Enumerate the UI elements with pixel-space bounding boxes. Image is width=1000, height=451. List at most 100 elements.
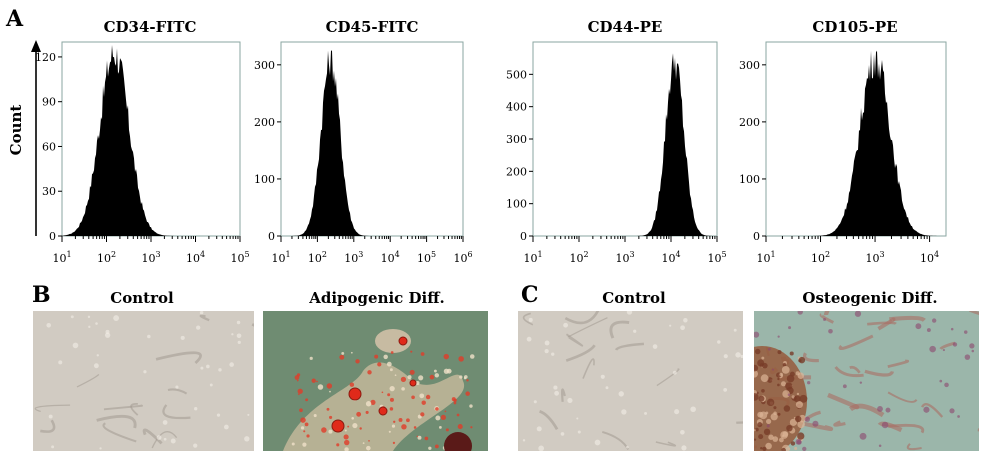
light-speck (218, 368, 222, 372)
nodule-texture (783, 405, 791, 412)
light-speck (87, 315, 91, 319)
nodule-texture (754, 429, 756, 432)
stained-deposit (754, 331, 760, 338)
light-speck (170, 438, 176, 444)
light-speck (735, 352, 741, 358)
lipid-droplet (347, 425, 350, 428)
y-tick-label: 0 (268, 230, 275, 243)
light-speck (533, 400, 537, 404)
lipid-droplet (389, 407, 394, 411)
nodule-texture (794, 446, 798, 450)
stained-deposit (823, 317, 827, 321)
lipid-droplet (469, 404, 473, 408)
lipid-droplet (300, 426, 305, 430)
lipid-droplet (457, 424, 463, 430)
nodule-texture (786, 374, 795, 383)
nodule-texture (781, 434, 785, 438)
cell-outline (103, 404, 143, 411)
lipid-droplet (400, 376, 407, 383)
cell-outline (102, 422, 137, 443)
light-speck (95, 322, 98, 325)
light-speck (175, 385, 179, 389)
nodule-texture (793, 395, 801, 403)
histogram-3: 0 100 200 300 101 102 103 104 (739, 41, 947, 265)
lipid-droplet (297, 388, 303, 394)
lipid-droplet (389, 368, 393, 372)
lipid-droplet (329, 415, 333, 420)
lipid-droplet (469, 354, 475, 359)
nodule-texture (766, 398, 775, 407)
lipid-droplet (344, 447, 349, 451)
stained-deposit (828, 328, 833, 334)
histogram-title-cd44: CD44-PE (587, 18, 663, 36)
light-speck (522, 439, 526, 442)
nodule-texture (760, 446, 763, 450)
lipid-droplet (328, 429, 333, 434)
lipid-droplet (359, 427, 362, 430)
nodule-texture (758, 395, 765, 402)
photo-background (33, 311, 254, 451)
light-speck (206, 364, 210, 369)
histogram-fill (281, 50, 463, 236)
y-tick-label: 30 (42, 185, 56, 198)
light-speck (46, 323, 52, 328)
light-speck (577, 430, 581, 434)
photo-haze (33, 311, 254, 451)
light-speck (536, 426, 542, 432)
lipid-droplet (326, 383, 333, 389)
light-speck (644, 411, 648, 415)
cell-outline (582, 358, 595, 379)
lipid-droplet (409, 369, 415, 375)
lipid-droplet (296, 373, 301, 377)
x-tick-label: 106 (453, 250, 472, 265)
lipid-droplet (300, 417, 306, 423)
photo-title-control-b: Control (110, 289, 174, 307)
stained-deposit (796, 439, 802, 445)
lipid-droplet (434, 444, 439, 449)
light-speck (551, 352, 555, 356)
lipid-droplet (317, 384, 324, 390)
stained-deposit (766, 424, 770, 428)
light-speck (618, 391, 624, 397)
y-tick-label: 0 (520, 230, 527, 243)
oil-red-droplet (398, 336, 408, 346)
light-speck (674, 409, 680, 415)
lipid-droplet (393, 420, 396, 423)
nodule-texture (772, 436, 779, 442)
stained-deposit (859, 432, 867, 440)
nodule-texture (757, 422, 763, 428)
lipid-droplet (362, 442, 365, 444)
x-tick-label: 102 (569, 250, 588, 265)
lipid-droplet (388, 430, 391, 433)
light-speck (236, 320, 241, 325)
lipid-droplet (418, 375, 424, 381)
lipid-droplet (390, 351, 394, 354)
light-speck (156, 435, 162, 440)
stained-deposit (807, 381, 811, 385)
cell-process (969, 311, 979, 316)
cell-outline (34, 404, 71, 413)
lipid-droplet (305, 398, 309, 402)
photo-title-adipogenic: Adipogenic Diff. (309, 289, 445, 307)
light-speck (528, 317, 533, 322)
light-speck (93, 363, 99, 369)
light-speck (633, 329, 637, 333)
lipid-droplet (415, 380, 420, 386)
cell-process (849, 403, 885, 418)
cell-outline (162, 404, 191, 420)
nodule-texture (777, 383, 780, 387)
light-speck (723, 354, 728, 359)
lipid-droplet (306, 434, 310, 438)
stained-deposit (969, 343, 975, 349)
cell-process (867, 321, 897, 326)
lipid-droplet (365, 401, 372, 407)
stained-deposit (915, 323, 922, 330)
light-speck (605, 386, 609, 390)
cell-process (819, 313, 835, 324)
light-speck (683, 318, 688, 323)
light-speck (200, 366, 204, 370)
stained-deposit (771, 368, 775, 371)
lipid-droplet (451, 397, 456, 402)
light-speck (669, 324, 672, 327)
